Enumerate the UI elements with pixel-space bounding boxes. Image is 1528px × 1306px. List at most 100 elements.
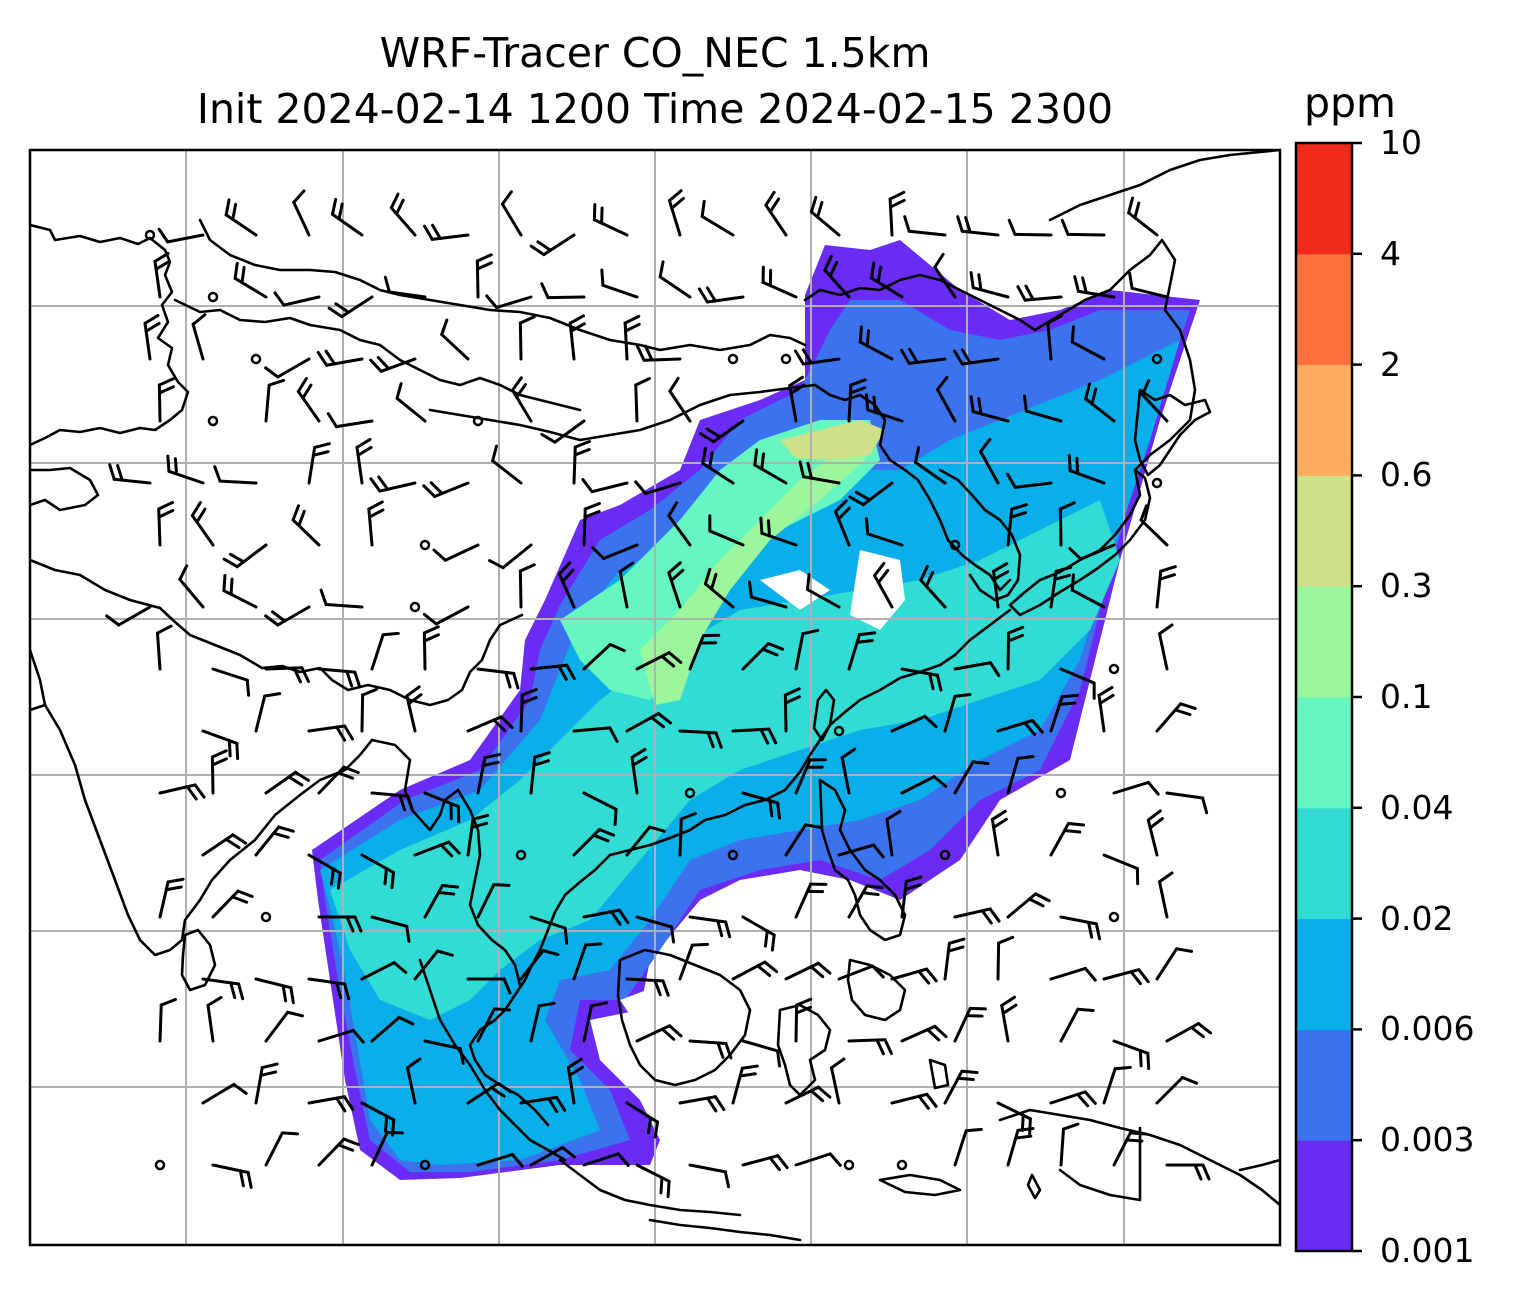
barb-feather: [297, 509, 306, 528]
barb-staff: [1023, 295, 1063, 302]
barb-feather: [714, 731, 723, 749]
barb-staff: [919, 578, 947, 609]
barb-staff: [360, 1101, 396, 1122]
wind-barb: [953, 760, 990, 795]
wind-barb: [953, 1006, 987, 1043]
calm-circle: [780, 353, 792, 365]
barb-feather: [1016, 285, 1027, 302]
barb-feather: [437, 891, 456, 896]
wind-barb: [360, 687, 379, 733]
barb-feather: [157, 377, 175, 387]
barb-staff: [282, 295, 321, 307]
barb-feather: [300, 666, 310, 684]
calm-circle: [154, 1159, 166, 1171]
barb-feather: [447, 840, 461, 855]
barb-feather: [670, 196, 685, 210]
wind-barb: [1108, 663, 1120, 675]
barb-feather: [383, 275, 391, 294]
barb-feather: [191, 313, 207, 326]
barb-staff: [992, 569, 1000, 609]
barb-feather: [788, 375, 804, 388]
wind-barb: [158, 877, 185, 919]
barb-feather: [1146, 809, 1162, 822]
barb-staff: [837, 843, 876, 857]
barb-feather: [329, 867, 335, 886]
wind-barb: [600, 268, 639, 299]
wind-barb: [919, 564, 947, 609]
wind-barb: [367, 500, 385, 547]
barb-feather: [422, 625, 440, 635]
barb-staff: [476, 1007, 496, 1043]
barb-feather: [489, 1086, 506, 1098]
barb-staff: [158, 1003, 163, 1043]
wind-barb: [848, 481, 894, 507]
barb-staff: [211, 667, 249, 682]
barb-feather: [496, 1081, 513, 1094]
barb-feather: [865, 884, 884, 890]
barb-feather: [644, 344, 654, 362]
calm-circle: [472, 415, 484, 427]
barb-feather: [1062, 1122, 1080, 1131]
calm-circle: [1151, 477, 1163, 489]
barb-staff: [389, 206, 417, 237]
barb-feather: [763, 929, 769, 948]
barb-feather: [240, 265, 246, 285]
barb-staff: [701, 461, 735, 485]
barb-feather: [222, 557, 239, 569]
barb-feather: [960, 1069, 979, 1074]
wind-barb: [1112, 1131, 1148, 1167]
barb-feather: [667, 561, 682, 575]
barb-staff: [1127, 211, 1159, 237]
barb-staff: [387, 290, 427, 299]
barb-feather: [864, 393, 870, 412]
barb-feather: [608, 642, 626, 653]
wind-barb: [476, 1007, 512, 1043]
colorbar-band: [1296, 475, 1352, 587]
barb-feather: [287, 775, 304, 787]
barb-feather: [541, 949, 560, 957]
wind-barb: [157, 377, 175, 423]
wind-barb: [475, 253, 493, 299]
barb-feather: [875, 1038, 885, 1056]
wind-barb: [1060, 218, 1106, 237]
barb-feather: [710, 572, 718, 591]
barb-feather: [166, 454, 171, 473]
barb-feather: [529, 244, 546, 257]
barb-feather: [206, 995, 223, 1007]
wind-barb: [389, 192, 417, 237]
barb-staff: [582, 791, 618, 811]
wind-barb: [840, 747, 857, 795]
barb-staff: [764, 203, 788, 237]
barb-staff: [157, 507, 162, 547]
barb-staff: [355, 445, 364, 485]
barb-feather: [919, 564, 929, 582]
barb-staff: [233, 276, 268, 299]
barb-feather: [809, 195, 818, 214]
wind-barb: [422, 625, 440, 671]
barb-feather: [828, 1152, 842, 1167]
wind-barb: [625, 825, 666, 857]
barb-staff: [837, 964, 875, 981]
wind-barb: [331, 197, 364, 237]
barb-staff: [334, 419, 374, 429]
barb-feather: [756, 964, 772, 977]
border-himalaya: [173, 298, 582, 412]
barb-staff: [360, 961, 396, 981]
coastline-russia-far-east: [1033, 238, 1197, 472]
barb-feather: [1158, 623, 1174, 636]
barb-feather: [795, 997, 813, 1007]
barb-feather: [1009, 511, 1027, 519]
barb-staff: [546, 295, 586, 300]
wind-barb: [1059, 915, 1102, 941]
colorbar-tick-label: 4: [1380, 233, 1401, 273]
barb-feather: [343, 724, 355, 741]
wind-barb: [952, 348, 1000, 366]
barb-feather: [1139, 504, 1149, 522]
barb-feather: [1083, 1090, 1097, 1105]
barb-feather: [932, 775, 948, 788]
barb-feather: [1067, 453, 1072, 473]
barb-feather: [724, 920, 732, 939]
wind-barb: [885, 809, 902, 857]
barb-feather: [616, 1152, 630, 1167]
barb-staff: [360, 693, 365, 733]
